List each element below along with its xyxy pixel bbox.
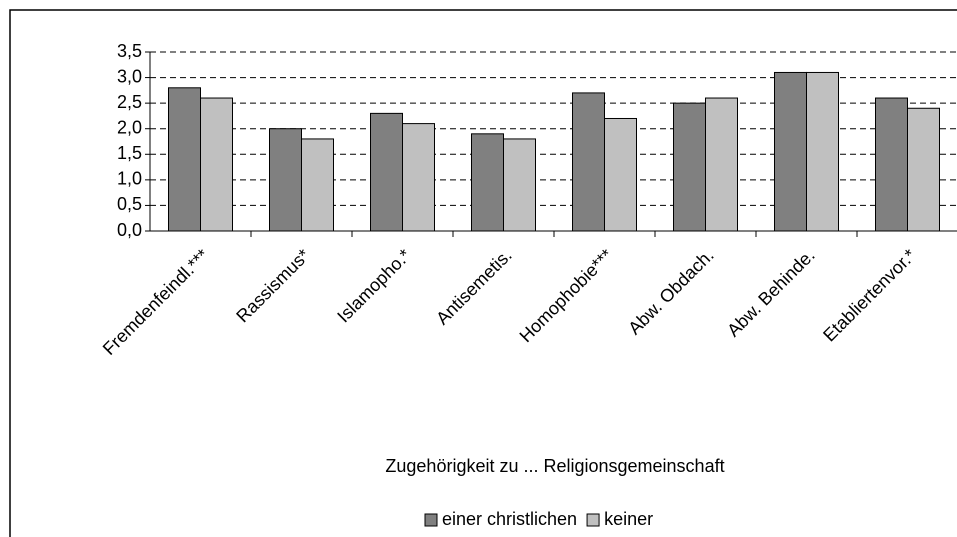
bar [907, 107, 940, 232]
y-tick-label: 2,5 [117, 92, 142, 112]
y-tick-label: 1,0 [117, 169, 142, 189]
chart-frame [9, 9, 957, 537]
bar [402, 123, 435, 232]
legend-label: keiner [604, 509, 653, 529]
bar [503, 138, 536, 232]
bar [200, 97, 233, 232]
bar [471, 133, 504, 232]
legend-swatch [424, 513, 438, 527]
bar [370, 112, 403, 232]
y-tick-label: 3,0 [117, 66, 142, 86]
bar [301, 138, 334, 232]
y-tick-label: 3,5 [117, 41, 142, 61]
bar [705, 97, 738, 232]
legend-label: einer christlichen [442, 509, 577, 529]
bar [875, 97, 908, 232]
x-axis-title: Zugehörigkeit zu ... Religionsgemeinscha… [385, 456, 724, 476]
bar [269, 128, 302, 232]
y-tick-label: 0,0 [117, 220, 142, 240]
bar [572, 92, 605, 232]
bar [604, 117, 637, 232]
bar [806, 71, 839, 232]
y-tick-label: 2,0 [117, 117, 142, 137]
bar [673, 102, 706, 232]
bar [168, 87, 201, 232]
y-tick-label: 0,5 [117, 194, 142, 214]
y-tick-label: 1,5 [117, 143, 142, 163]
bar [774, 71, 807, 232]
legend-swatch [586, 513, 600, 527]
